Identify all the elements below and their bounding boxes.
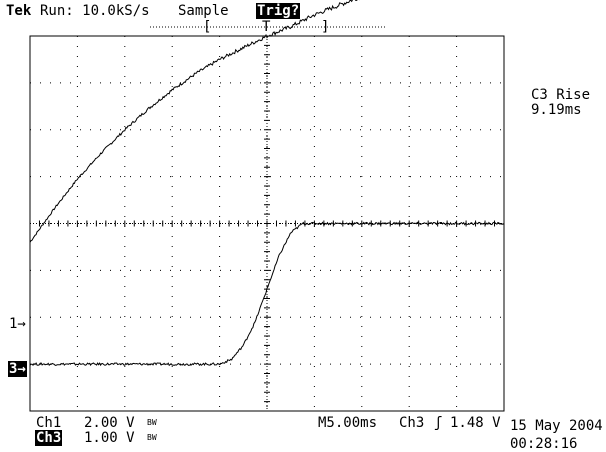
ch3-coupling: BW <box>147 433 157 442</box>
brand-label: Tek <box>6 3 32 19</box>
trigger-position-marker: T <box>262 19 271 35</box>
trace-ch1 <box>29 0 361 243</box>
record-bracket-right: ] <box>321 19 330 35</box>
time-stamp: 00:28:16 <box>510 436 578 452</box>
acquisition-mode: Sample <box>178 3 229 19</box>
trigger-source: Ch3 <box>399 415 425 431</box>
trigger-slope-icon: ʃ <box>434 415 443 431</box>
ch3-scale: 1.00 V <box>84 430 135 446</box>
timebase: M5.00ms <box>318 415 378 431</box>
ch1-ground-marker: 1→ <box>9 316 26 332</box>
acquisition-rate: Run: 10.0kS/s <box>40 3 150 19</box>
trace-ch3 <box>29 221 505 367</box>
ch1-scale: 2.00 V <box>84 415 135 431</box>
ch3-ground-marker: 3→ <box>8 361 27 377</box>
trigger-level: 1.48 V <box>450 415 501 431</box>
ch1-label: Ch1 <box>36 415 62 431</box>
waveform-traces <box>29 0 505 367</box>
ch1-coupling: BW <box>147 418 157 427</box>
measurement-value: 9.19ms <box>531 102 582 118</box>
measurement-label: C3 Rise <box>531 87 591 103</box>
date-stamp: 15 May 2004 <box>510 418 603 434</box>
trigger-status: Trig? <box>256 3 301 19</box>
graticule <box>29 35 505 412</box>
ch3-label: Ch3 <box>35 430 63 446</box>
